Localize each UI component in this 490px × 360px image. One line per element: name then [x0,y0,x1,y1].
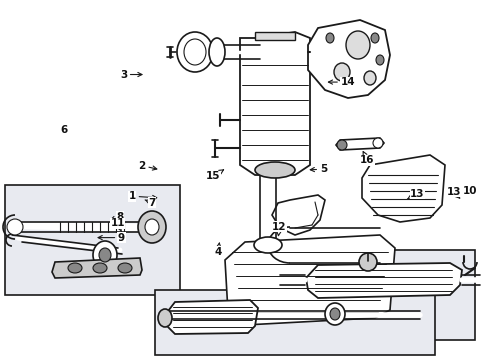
Text: 1: 1 [129,191,157,201]
Ellipse shape [118,263,132,273]
Polygon shape [362,155,445,222]
Text: 8: 8 [111,212,123,222]
Text: 11: 11 [110,218,125,231]
Text: 10: 10 [463,186,478,196]
Polygon shape [165,300,258,334]
Ellipse shape [330,308,340,320]
Polygon shape [225,235,395,325]
Text: 9: 9 [98,233,125,243]
Ellipse shape [68,263,82,273]
Ellipse shape [254,237,282,253]
Text: 13: 13 [407,189,425,199]
Ellipse shape [373,138,383,148]
Ellipse shape [138,211,166,243]
Bar [5,185,180,295]
Ellipse shape [334,63,350,81]
Ellipse shape [337,140,347,150]
Ellipse shape [209,38,225,66]
Ellipse shape [145,219,159,235]
Polygon shape [306,263,462,298]
Polygon shape [308,20,390,98]
Text: 6: 6 [60,125,67,135]
Ellipse shape [158,309,172,327]
Ellipse shape [255,162,295,178]
Polygon shape [336,138,384,150]
Ellipse shape [93,241,117,269]
Text: 7: 7 [145,198,156,208]
Ellipse shape [346,31,370,59]
Text: 3: 3 [120,69,142,80]
Text: 15: 15 [206,170,223,181]
Ellipse shape [325,303,345,325]
Ellipse shape [184,39,206,65]
Polygon shape [272,195,325,235]
Ellipse shape [99,248,111,262]
Ellipse shape [376,55,384,65]
Ellipse shape [359,253,377,271]
Ellipse shape [177,32,213,72]
Ellipse shape [371,33,379,43]
Bar [155,290,435,355]
Polygon shape [240,32,310,175]
Text: 12: 12 [272,222,287,236]
Polygon shape [255,32,295,40]
Ellipse shape [7,219,23,235]
Ellipse shape [326,33,334,43]
Polygon shape [52,258,142,278]
Text: 2: 2 [139,161,157,171]
Ellipse shape [364,71,376,85]
Text: 14: 14 [328,77,355,87]
Text: 16: 16 [360,152,375,165]
Bar [305,250,475,340]
Text: 13: 13 [446,187,461,198]
Text: 4: 4 [214,243,222,257]
Text: 5: 5 [310,164,327,174]
Ellipse shape [93,263,107,273]
